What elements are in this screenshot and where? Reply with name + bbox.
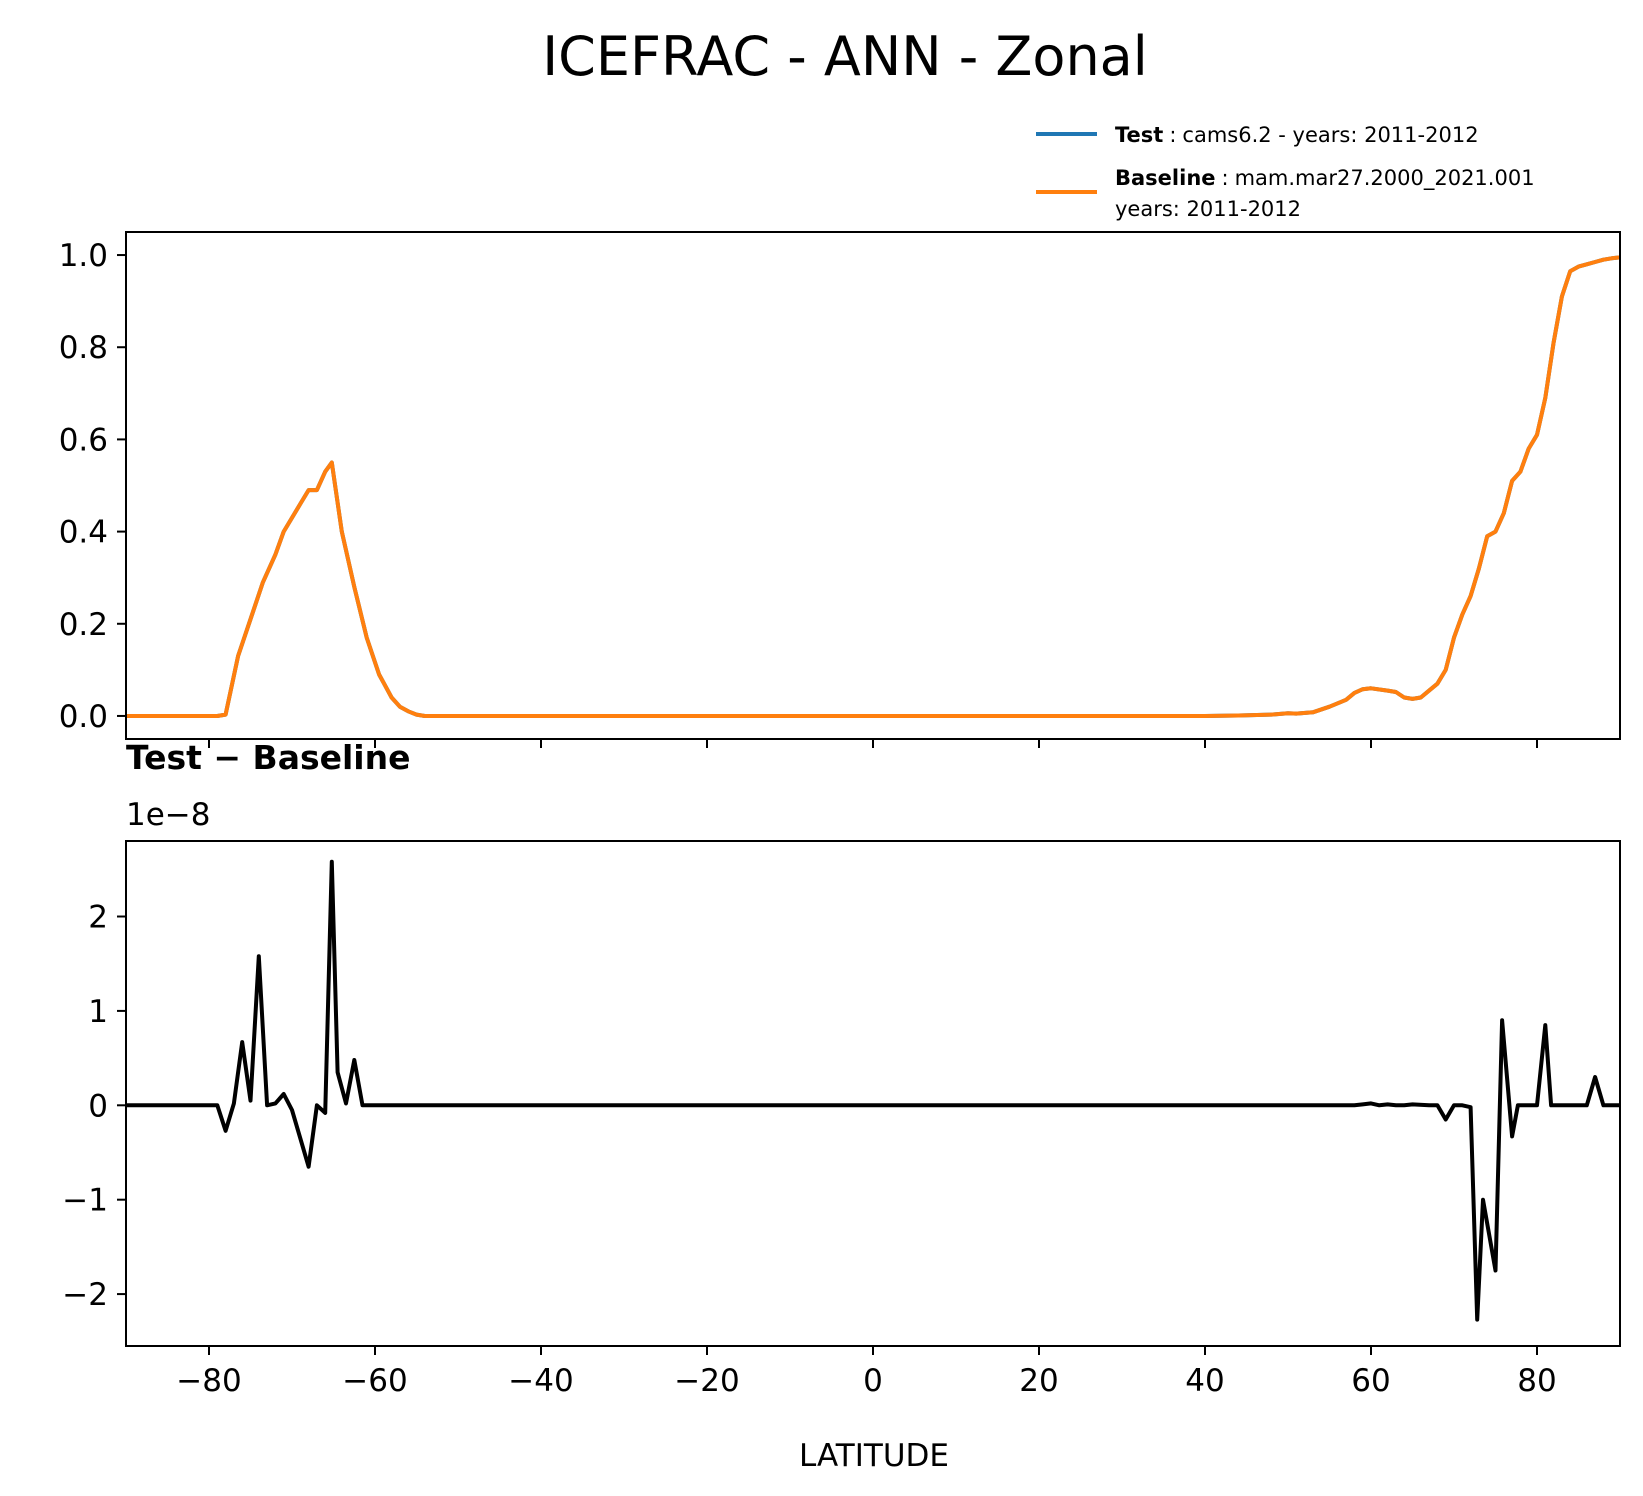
legend-desc-test: cams6.2 - years: 2011-2012	[1182, 123, 1478, 147]
zonal-mean-plot: 0.0 0.2 0.4 0.6 0.8 1.0	[59, 231, 1621, 748]
legend-desc2-baseline: years: 2011-2012	[1115, 197, 1301, 221]
y-tick-label: −2	[62, 1277, 108, 1313]
x-tick-label: 60	[1351, 1363, 1390, 1399]
x-axis-label: LATITUDE	[799, 1438, 949, 1474]
y-tick-label: 0.0	[59, 699, 108, 735]
series-line-test-baseline	[126, 859, 1620, 1322]
difference-offset-label: 1e−8	[126, 797, 211, 833]
legend-sep-baseline: :	[1222, 166, 1229, 190]
legend-label-test: Test: cams6.2 - years: 2011-2012	[1115, 123, 1479, 147]
y-tick-label: −1	[62, 1183, 108, 1219]
y-tick-label: 0.2	[59, 607, 108, 643]
y-tick-label: 0.4	[59, 515, 108, 551]
legend: Test: cams6.2 - years: 2011-2012 Baseline…	[1036, 123, 1535, 221]
x-tick-label: 20	[1019, 1363, 1058, 1399]
y-tick-label: 0.6	[59, 422, 108, 458]
y-tick-label: 1.0	[59, 238, 108, 274]
legend-sep-test: :	[1169, 123, 1176, 147]
difference-plot-title: Test − Baseline	[126, 738, 411, 777]
series-line-baseline	[126, 255, 1620, 718]
difference-plot: −80 −60 −40 −20 0 20 40 60 80 −2 −1 0 1 2	[62, 840, 1621, 1399]
y-tick-label: 1	[88, 994, 108, 1030]
x-tick-label: 0	[863, 1363, 883, 1399]
figure-title: ICEFRAC - ANN - Zonal	[542, 25, 1148, 88]
legend-desc-baseline: mam.mar27.2000_2021.001	[1235, 166, 1535, 191]
y-tick-label: 2	[88, 900, 108, 936]
legend-name-baseline: Baseline	[1115, 166, 1216, 190]
x-tick-label: 40	[1185, 1363, 1224, 1399]
y-tick-label: 0.8	[59, 330, 108, 366]
x-tick-label: −40	[508, 1363, 573, 1399]
legend-name-test: Test	[1115, 123, 1163, 147]
x-tick-label: −80	[176, 1363, 241, 1399]
x-tick-label: −60	[342, 1363, 407, 1399]
y-tick-label: 0	[88, 1088, 108, 1124]
x-tick-label: −20	[674, 1363, 739, 1399]
legend-label-baseline: Baseline: mam.mar27.2000_2021.001	[1115, 166, 1535, 191]
x-tick-label: 80	[1517, 1363, 1556, 1399]
